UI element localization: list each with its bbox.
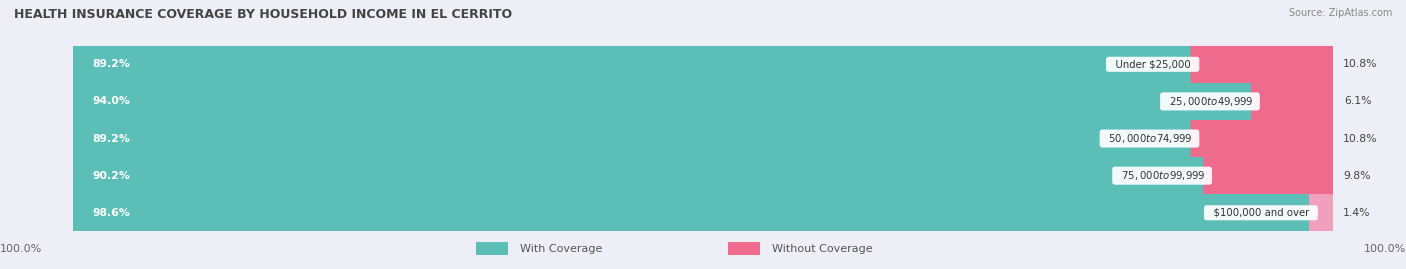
FancyBboxPatch shape	[67, 142, 1216, 209]
FancyBboxPatch shape	[1191, 31, 1339, 98]
Text: 9.8%: 9.8%	[1343, 171, 1371, 181]
FancyBboxPatch shape	[1309, 179, 1339, 246]
FancyBboxPatch shape	[67, 105, 1204, 172]
Text: 89.2%: 89.2%	[91, 133, 129, 144]
Text: Source: ZipAtlas.com: Source: ZipAtlas.com	[1288, 8, 1392, 18]
Text: $100,000 and over: $100,000 and over	[1206, 208, 1315, 218]
FancyBboxPatch shape	[67, 31, 1204, 98]
Text: 10.8%: 10.8%	[1343, 133, 1378, 144]
Text: 94.0%: 94.0%	[91, 96, 129, 107]
Text: 98.6%: 98.6%	[91, 208, 129, 218]
FancyBboxPatch shape	[67, 68, 1264, 135]
FancyBboxPatch shape	[477, 242, 508, 256]
FancyBboxPatch shape	[728, 242, 759, 256]
FancyBboxPatch shape	[1204, 142, 1339, 209]
Text: 90.2%: 90.2%	[91, 171, 129, 181]
Text: 89.2%: 89.2%	[91, 59, 129, 69]
Text: $50,000 to $74,999: $50,000 to $74,999	[1102, 132, 1197, 145]
Text: $25,000 to $49,999: $25,000 to $49,999	[1163, 95, 1257, 108]
Text: With Coverage: With Coverage	[520, 244, 603, 254]
Text: 6.1%: 6.1%	[1344, 96, 1372, 107]
FancyBboxPatch shape	[1191, 105, 1339, 172]
Text: 10.8%: 10.8%	[1343, 59, 1378, 69]
Text: $75,000 to $99,999: $75,000 to $99,999	[1115, 169, 1209, 182]
Text: HEALTH INSURANCE COVERAGE BY HOUSEHOLD INCOME IN EL CERRITO: HEALTH INSURANCE COVERAGE BY HOUSEHOLD I…	[14, 8, 512, 21]
Text: 1.4%: 1.4%	[1343, 208, 1371, 218]
FancyBboxPatch shape	[67, 179, 1322, 246]
Text: 100.0%: 100.0%	[0, 244, 42, 254]
Text: 100.0%: 100.0%	[1364, 244, 1406, 254]
Text: Under $25,000: Under $25,000	[1108, 59, 1197, 69]
Text: Without Coverage: Without Coverage	[772, 244, 873, 254]
FancyBboxPatch shape	[1251, 68, 1340, 135]
